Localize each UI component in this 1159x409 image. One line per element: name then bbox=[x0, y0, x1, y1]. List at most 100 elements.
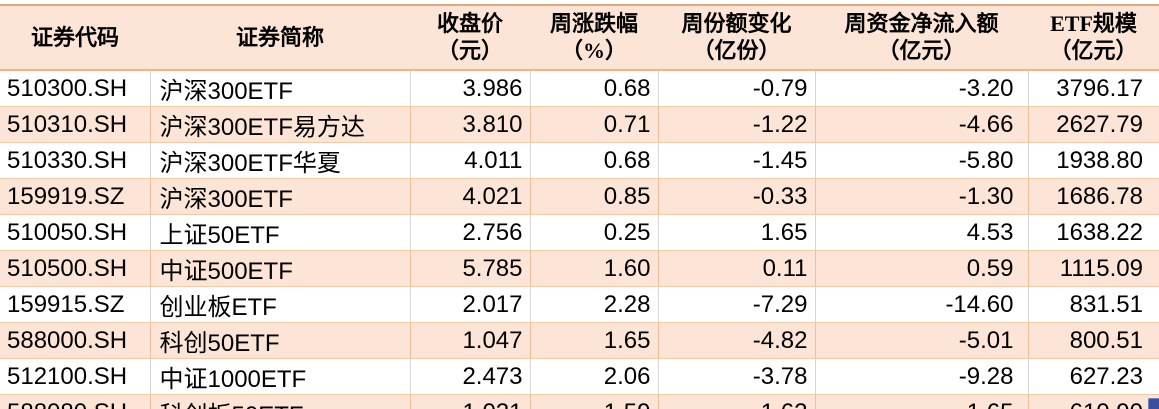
cell-share_change[interactable]: -3.78 bbox=[658, 358, 816, 395]
table-row: 510050.SH 上证50ETF 2.756 0.25 1.65 4.53 1638.22 bbox=[0, 214, 1159, 251]
cell-name[interactable]: 沪深300ETF bbox=[150, 70, 411, 107]
cell-net_inflow[interactable]: -5.01 bbox=[815, 322, 1029, 359]
cell-name[interactable]: 创业板ETF bbox=[150, 286, 411, 323]
cell-code[interactable]: 512100.SH bbox=[0, 358, 151, 395]
table-row: 588080.SH科创板50ETF1.0211.59-1.62-1.65610.… bbox=[0, 394, 1159, 409]
cell-code[interactable]: 510330.SH bbox=[0, 142, 151, 179]
cell-share_change[interactable]: -1.45 bbox=[658, 142, 816, 179]
table-row: 510300.SH 沪深300ETF 3.986 0.68 -0.79 -3.20 3796… bbox=[0, 70, 1159, 107]
cell-close[interactable]: 4.021 bbox=[410, 178, 531, 215]
table-row: 510310.SH 沪深300ETF易方达 3.810 0.71 -1.22 -4.66 2… bbox=[0, 106, 1159, 143]
cell-code[interactable]: 588080.SH bbox=[0, 394, 151, 409]
cell-share_change[interactable]: 1.65 bbox=[658, 214, 816, 251]
cell-code[interactable]: 510050.SH bbox=[0, 214, 151, 251]
cell-close[interactable]: 4.011 bbox=[410, 142, 531, 179]
cell-close[interactable]: 1.021 bbox=[410, 394, 531, 409]
cell-close[interactable]: 3.986 bbox=[410, 70, 531, 107]
cell-share_change[interactable]: 0.11 bbox=[658, 250, 816, 287]
cell-code[interactable]: 588000.SH bbox=[0, 322, 151, 359]
column-header-label: 周份额变化 bbox=[681, 11, 792, 36]
cell-share_change[interactable]: -0.79 bbox=[658, 70, 816, 107]
cell-net_inflow[interactable]: -14.60 bbox=[815, 286, 1029, 323]
cell-etf_scale[interactable]: 627.23 bbox=[1028, 358, 1159, 395]
cell-close[interactable]: 2.017 bbox=[410, 286, 531, 323]
cell-share_change[interactable]: -7.29 bbox=[658, 286, 816, 323]
cell-change_pct[interactable]: 2.06 bbox=[530, 358, 659, 395]
cell-code[interactable]: 510500.SH bbox=[0, 250, 151, 287]
cell-share_change[interactable]: -1.62 bbox=[658, 394, 816, 409]
cell-name[interactable]: 中证500ETF bbox=[150, 250, 411, 287]
column-header-name[interactable]: 证券简称 bbox=[150, 5, 410, 71]
column-header-label: ETF规模 bbox=[1050, 11, 1137, 36]
column-header-code[interactable]: 证券代码 bbox=[0, 5, 150, 71]
table-header: 证券代码 证券简称 收盘价 （元） 周涨跌幅 （%） 周份额变化 （亿份） 周资金净流入额 （亿元… bbox=[0, 5, 1159, 71]
cell-close[interactable]: 2.473 bbox=[410, 358, 531, 395]
cell-change_pct[interactable]: 1.59 bbox=[530, 394, 659, 409]
cell-code[interactable]: 510310.SH bbox=[0, 106, 151, 143]
cell-name[interactable]: 沪深300ETF易方达 bbox=[150, 106, 411, 143]
cell-name[interactable]: 上证50ETF bbox=[150, 214, 411, 251]
cell-change_pct[interactable]: 1.65 bbox=[530, 322, 659, 359]
cell-net_inflow[interactable]: -1.65 bbox=[815, 394, 1029, 409]
cell-share_change[interactable]: -1.22 bbox=[658, 106, 816, 143]
cell-code[interactable]: 159915.SZ bbox=[0, 286, 151, 323]
table-header-row: 证券代码 证券简称 收盘价 （元） 周涨跌幅 （%） 周份额变化 （亿份） 周资金净流入额 （亿元… bbox=[0, 5, 1159, 71]
cell-name[interactable]: 沪深300ETF bbox=[150, 178, 411, 215]
cell-net_inflow[interactable]: -5.80 bbox=[815, 142, 1029, 179]
cell-code[interactable]: 159919.SZ bbox=[0, 178, 151, 215]
cell-net_inflow[interactable]: -1.30 bbox=[815, 178, 1029, 215]
cell-close[interactable]: 3.810 bbox=[410, 106, 531, 143]
cell-etf_scale[interactable]: 1115.09 bbox=[1028, 250, 1159, 287]
column-header-change_pct[interactable]: 周涨跌幅 （%） bbox=[530, 5, 658, 71]
column-header-unit: （亿元） bbox=[1049, 38, 1138, 63]
cell-change_pct[interactable]: 0.68 bbox=[530, 142, 659, 179]
etf-table: 证券代码 证券简称 收盘价 （元） 周涨跌幅 （%） 周份额变化 （亿份） 周资金净流入额 （亿元… bbox=[0, 4, 1159, 409]
cell-code[interactable]: 510300.SH bbox=[0, 70, 151, 107]
table-row: 588000.SH 科创50ETF 1.047 1.65 -4.82 -5.01 800.5… bbox=[0, 322, 1159, 359]
cell-etf_scale[interactable]: 1686.78 bbox=[1028, 178, 1159, 215]
cell-change_pct[interactable]: 1.60 bbox=[530, 250, 659, 287]
cell-net_inflow[interactable]: -3.20 bbox=[815, 70, 1029, 107]
column-header-label: 周资金净流入额 bbox=[844, 11, 999, 36]
cell-change_pct[interactable]: 0.85 bbox=[530, 178, 659, 215]
cell-change_pct[interactable]: 0.25 bbox=[530, 214, 659, 251]
cell-close[interactable]: 5.785 bbox=[410, 250, 531, 287]
cell-etf_scale[interactable]: 2627.79 bbox=[1028, 106, 1159, 143]
cell-close[interactable]: 1.047 bbox=[410, 322, 531, 359]
cell-net_inflow[interactable]: -9.28 bbox=[815, 358, 1029, 395]
cell-name[interactable]: 科创板50ETF bbox=[150, 394, 411, 409]
table-row: 159915.SZ 创业板ETF 2.017 2.28 -7.29 -14.60 831.5… bbox=[0, 286, 1159, 323]
cell-share_change[interactable]: -0.33 bbox=[658, 178, 816, 215]
column-header-close[interactable]: 收盘价 （元） bbox=[410, 5, 530, 71]
column-header-net_inflow[interactable]: 周资金净流入额 （亿元） bbox=[815, 5, 1028, 71]
column-header-unit: （亿份） bbox=[692, 38, 781, 63]
cell-close[interactable]: 2.756 bbox=[410, 214, 531, 251]
table-row: 512100.SH 中证1000ETF 2.473 2.06 -3.78 -9.28 627… bbox=[0, 358, 1159, 395]
cell-change_pct[interactable]: 0.68 bbox=[530, 70, 659, 107]
cell-share_change[interactable]: -4.82 bbox=[658, 322, 816, 359]
column-header-etf_scale[interactable]: ETF规模 （亿元） bbox=[1028, 5, 1159, 71]
cell-name[interactable]: 科创50ETF bbox=[150, 322, 411, 359]
table-row: 510500.SH 中证500ETF 5.785 1.60 0.11 0.59 1115.0… bbox=[0, 250, 1159, 287]
column-header-label: 证券代码 bbox=[30, 24, 119, 50]
column-header-share_change[interactable]: 周份额变化 （亿份） bbox=[658, 5, 815, 71]
cell-net_inflow[interactable]: 0.59 bbox=[815, 250, 1029, 287]
cell-net_inflow[interactable]: -4.66 bbox=[815, 106, 1029, 143]
cell-name[interactable]: 中证1000ETF bbox=[150, 358, 411, 395]
selection-handle-icon[interactable] bbox=[1148, 398, 1159, 409]
cell-change_pct[interactable]: 2.28 bbox=[530, 286, 659, 323]
cell-etf_scale[interactable]: 3796.17 bbox=[1028, 70, 1159, 107]
table-body: 510300.SH 沪深300ETF 3.986 0.68 -0.79 -3.20 3796… bbox=[0, 70, 1159, 409]
cell-name[interactable]: 沪深300ETF华夏 bbox=[150, 142, 411, 179]
cell-etf_scale[interactable]: 800.51 bbox=[1028, 322, 1159, 359]
cell-net_inflow[interactable]: 4.53 bbox=[815, 214, 1029, 251]
cell-etf_scale[interactable]: 1938.80 bbox=[1028, 142, 1159, 179]
cell-etf_scale[interactable]: 610.90 bbox=[1028, 394, 1159, 409]
column-header-label: 周涨跌幅 bbox=[549, 11, 638, 36]
column-header-unit: （元） bbox=[436, 38, 503, 63]
cell-etf_scale[interactable]: 831.51 bbox=[1028, 286, 1159, 323]
cell-etf_scale[interactable]: 1638.22 bbox=[1028, 214, 1159, 251]
cell-change_pct[interactable]: 0.71 bbox=[530, 106, 659, 143]
table-row: 159919.SZ 沪深300ETF 4.021 0.85 -0.33 -1.30 1686… bbox=[0, 178, 1159, 215]
